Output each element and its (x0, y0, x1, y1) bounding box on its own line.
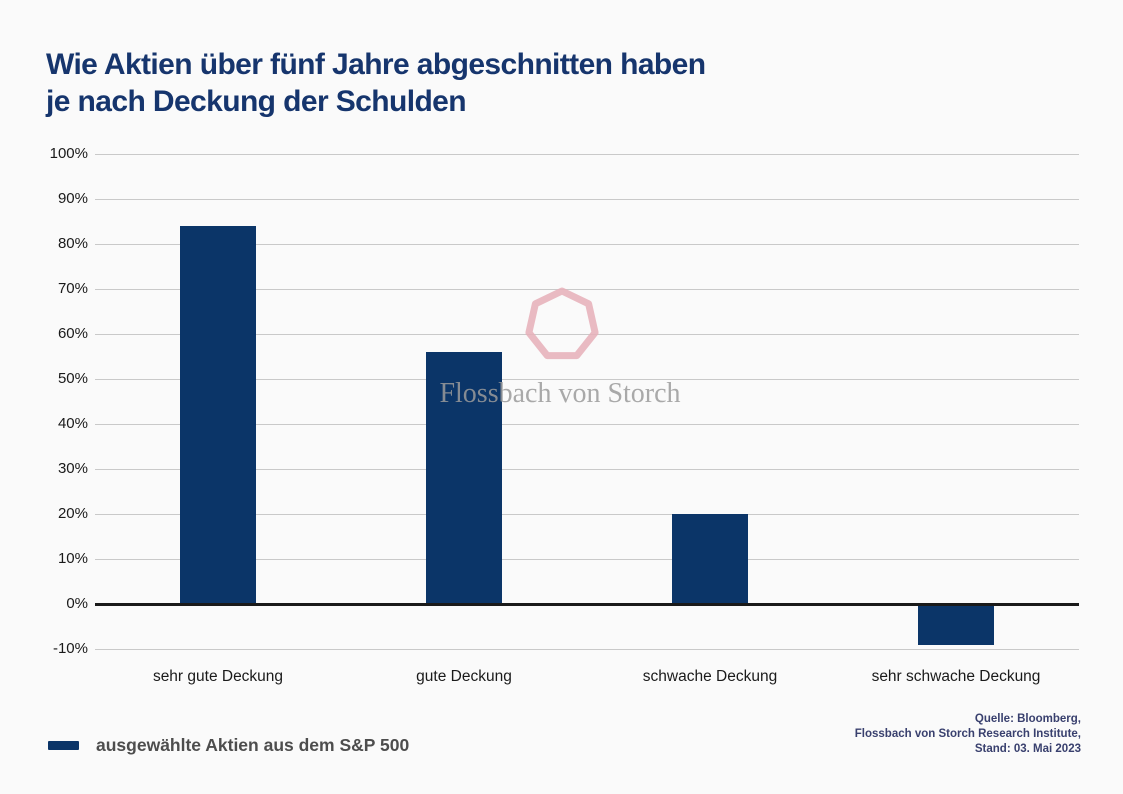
gridline (95, 198, 1079, 200)
source-note: Quelle: Bloomberg, Flossbach von Storch … (855, 712, 1081, 757)
bar-gute-deckung (426, 352, 502, 604)
plot-area: Flossbach von Storch (95, 153, 1079, 650)
ytick-label: 90% (57, 190, 88, 207)
chart-title-line1: Wie Aktien über fünf Jahre abgeschnitten… (46, 48, 706, 81)
ytick-label: 70% (57, 280, 88, 297)
ytick-label: 0% (66, 595, 88, 612)
bar-sehr-gute-deckung (180, 226, 256, 604)
ytick-label: 50% (57, 370, 88, 387)
zero-gridline (95, 602, 1079, 606)
source-line: Stand: 03. Mai 2023 (974, 743, 1081, 755)
category-label: sehr schwache Deckung (871, 668, 1041, 685)
bar-sehr-schwache-deckung (918, 604, 994, 645)
chart-title-line2: je nach Deckung der Schulden (46, 85, 467, 118)
ytick-label: 100% (49, 145, 88, 162)
gridline (95, 378, 1079, 380)
category-label: gute Deckung (416, 668, 512, 685)
category-label: schwache Deckung (642, 668, 778, 685)
gridline (95, 243, 1079, 245)
ytick-label: 10% (57, 550, 88, 567)
source-line: Quelle: Bloomberg, (974, 713, 1081, 725)
gridline (95, 648, 1079, 650)
gridline (95, 153, 1079, 155)
ytick-label: 30% (57, 460, 88, 477)
chart-title: Wie Aktien über fünf Jahre abgeschnitten… (46, 46, 706, 120)
gridline (95, 468, 1079, 470)
gridline (95, 333, 1079, 335)
legend-swatch-icon (48, 741, 79, 750)
gridline (95, 558, 1079, 560)
flossbach-heptagon-logo-icon (525, 287, 599, 360)
ytick-label: 60% (57, 325, 88, 342)
ytick-label: 20% (57, 505, 88, 522)
ytick-label: 80% (57, 235, 88, 252)
watermark-text: Flossbach von Storch (439, 378, 681, 409)
source-line: Flossbach von Storch Research Institute, (854, 728, 1081, 740)
legend-label: ausgewählte Aktien aus dem S&P 500 (96, 735, 410, 755)
ytick-label: -10% (52, 640, 88, 657)
bar-schwache-deckung (672, 514, 748, 604)
gridline (95, 513, 1079, 515)
ytick-label: 40% (57, 415, 88, 432)
gridline (95, 288, 1079, 290)
legend: ausgewählte Aktien aus dem S&P 500 (48, 735, 409, 756)
gridline (95, 423, 1079, 425)
category-label: sehr gute Deckung (152, 668, 284, 685)
